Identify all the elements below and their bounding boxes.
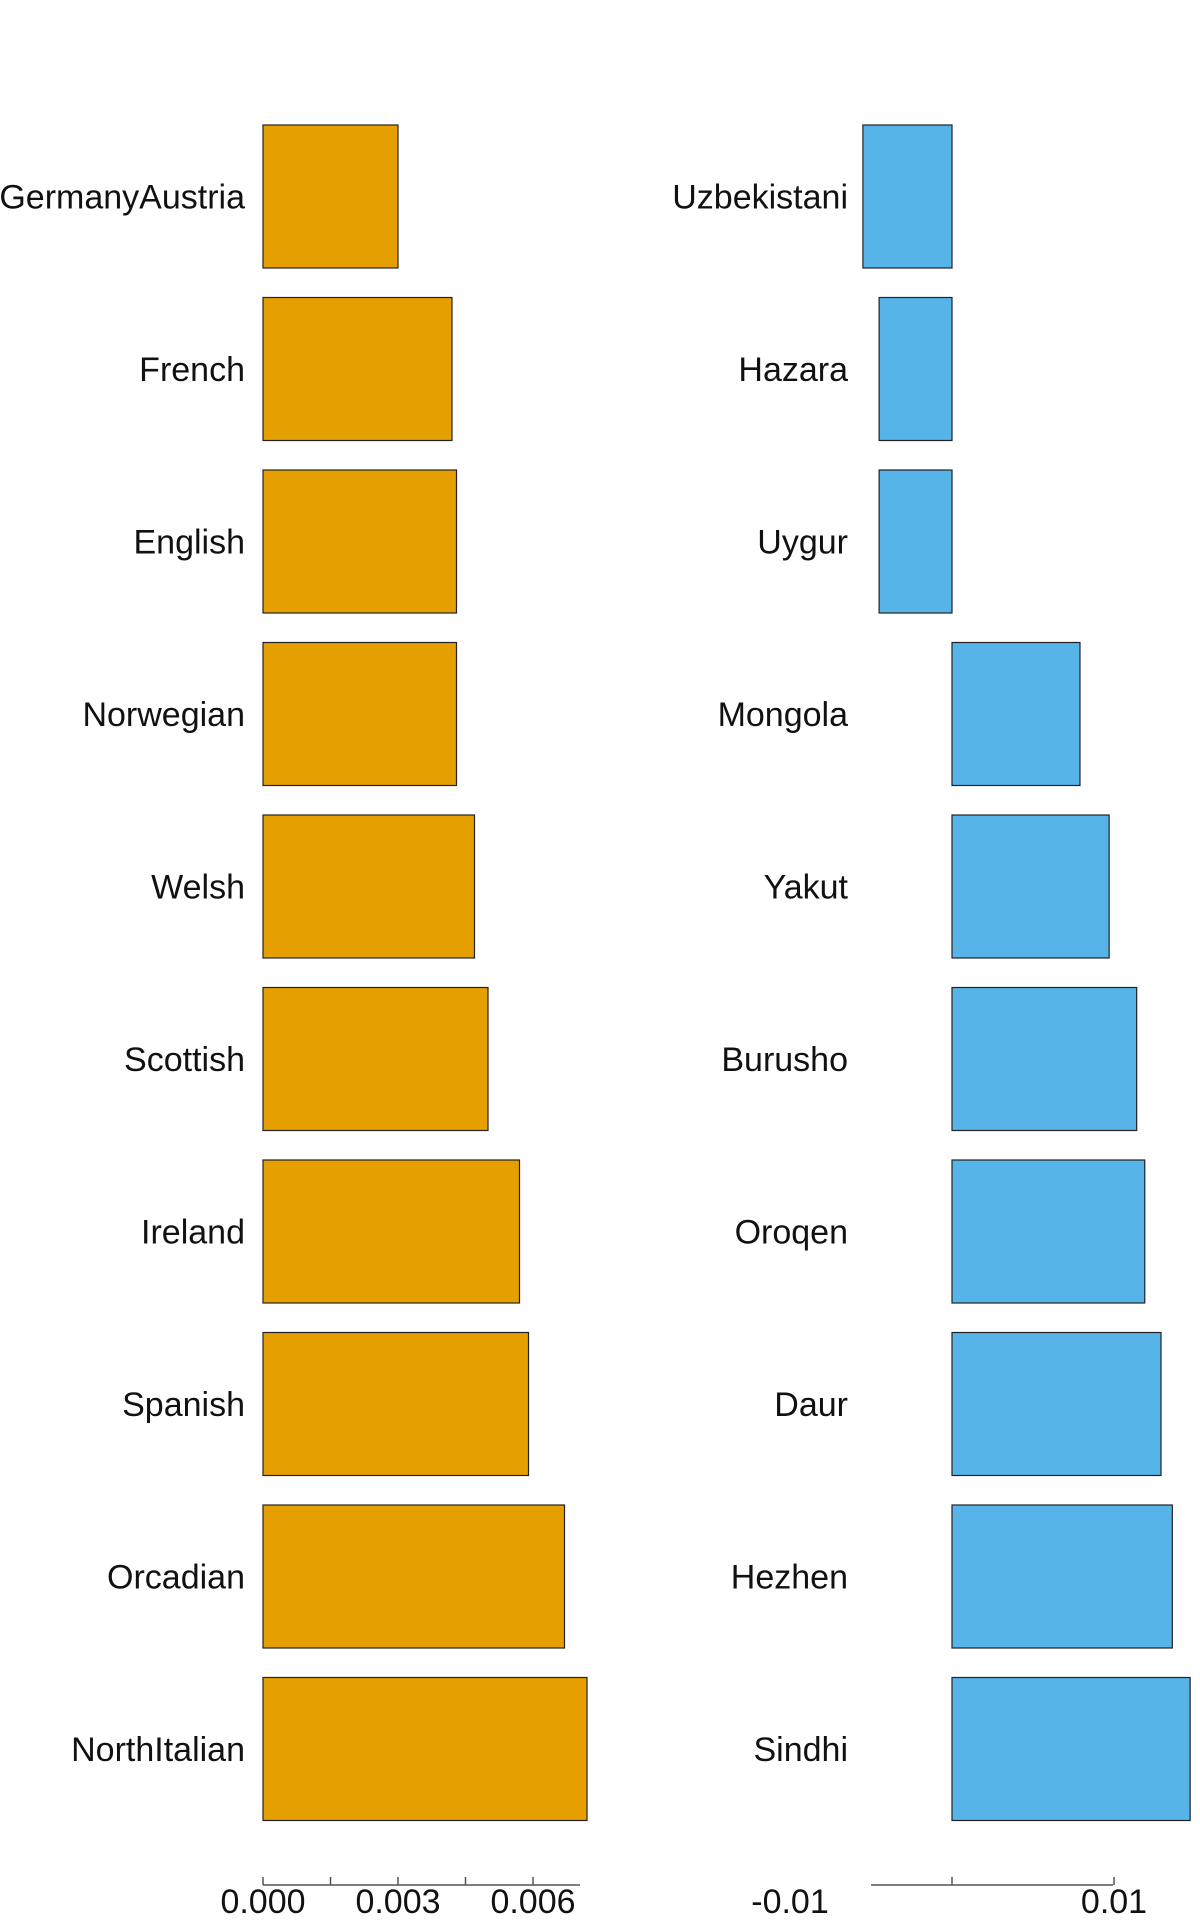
- right-bar-chart-panel: Uzbekistani Hazara Uygur Mongola Yakut Burush…: [672, 124, 1191, 1920]
- category-label-english: English: [133, 524, 245, 562]
- bar-english: [262, 469, 458, 614]
- category-label-uzbekistani: Uzbekistani: [672, 179, 848, 217]
- category-label-spanish: Spanish: [122, 1386, 245, 1424]
- bar-welsh: [262, 814, 476, 959]
- bar-germanyaustria: [262, 124, 399, 269]
- x-tick-label: 0.01: [1081, 1883, 1147, 1920]
- bar-burusho: [951, 986, 1138, 1132]
- bar-oroqen: [951, 1159, 1146, 1304]
- x-tick-label: 0.006: [490, 1883, 575, 1920]
- left-bar-chart-panel: GermanyAustria French English Norwegian Wels…: [0, 124, 588, 1920]
- category-label-ireland: Ireland: [141, 1214, 245, 1252]
- bar-yakut: [951, 814, 1110, 959]
- bar-daur: [951, 1331, 1162, 1477]
- x-tick-label: -0.01: [751, 1883, 829, 1920]
- category-label-orcadian: Orcadian: [107, 1559, 245, 1597]
- category-label-sindhi: Sindhi: [753, 1731, 848, 1769]
- category-label-yakut: Yakut: [764, 869, 849, 907]
- bar-norwegian: [262, 641, 458, 787]
- category-label-hazara: Hazara: [738, 351, 848, 389]
- bar-french: [262, 296, 453, 442]
- bar-hazara: [878, 296, 953, 442]
- bar-scottish: [262, 986, 489, 1132]
- bar-spanish: [262, 1331, 530, 1477]
- bar-uygur: [878, 469, 953, 614]
- bar-ireland: [262, 1159, 521, 1304]
- bar-hezhen: [951, 1504, 1173, 1649]
- category-label-germanyaustria: GermanyAustria: [0, 179, 245, 217]
- category-label-french: French: [139, 351, 245, 389]
- bar-orcadian: [262, 1504, 566, 1649]
- category-label-hezhen: Hezhen: [731, 1559, 848, 1597]
- category-label-northitalian: NorthItalian: [71, 1731, 245, 1769]
- category-label-welsh: Welsh: [151, 869, 245, 907]
- x-tick-label: 0.000: [220, 1883, 305, 1920]
- category-label-mongola: Mongola: [718, 696, 849, 734]
- category-label-burusho: Burusho: [721, 1041, 848, 1079]
- category-label-norwegian: Norwegian: [82, 696, 245, 734]
- category-label-oroqen: Oroqen: [735, 1214, 848, 1252]
- bar-uzbekistani: [862, 124, 953, 269]
- bar-sindhi: [951, 1676, 1191, 1822]
- category-label-daur: Daur: [774, 1386, 848, 1424]
- x-tick-label: 0.003: [355, 1883, 440, 1920]
- bar-mongola: [951, 641, 1081, 787]
- category-label-scottish: Scottish: [124, 1041, 245, 1079]
- category-label-uygur: Uygur: [757, 524, 848, 562]
- bar-northitalian: [262, 1676, 588, 1822]
